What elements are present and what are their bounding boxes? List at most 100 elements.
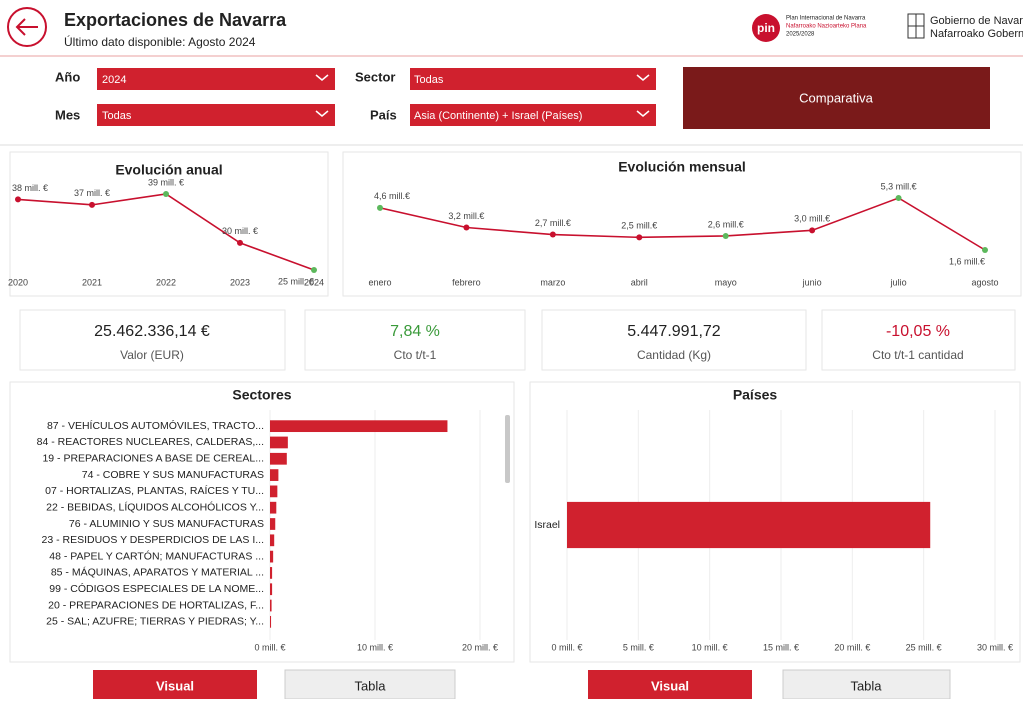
y-tick-label: 99 - CÓDIGOS ESPECIALES DE LA NOME... — [49, 582, 264, 595]
kpi-value: -10,05 % — [886, 323, 950, 340]
tab-label: Visual — [156, 678, 194, 693]
marker — [809, 227, 816, 234]
back-button[interactable] — [7, 7, 47, 47]
filter-label: Sector — [355, 69, 395, 84]
tab-button[interactable] — [782, 669, 951, 700]
chart-title: Sectores — [232, 387, 291, 403]
chart-title: Evolución mensual — [618, 159, 746, 175]
bar — [270, 436, 288, 449]
x-tick-label: febrero — [452, 277, 481, 287]
value-label: 38 mill. € — [12, 183, 48, 193]
marker — [549, 231, 556, 238]
y-tick-label: 22 - BEBIDAS, LÍQUIDOS ALCOHÓLICOS Y... — [46, 500, 264, 513]
bar — [270, 615, 272, 628]
subtitle: Último dato disponible: Agosto 2024 — [64, 34, 256, 49]
y-tick-label: 84 - REACTORES NUCLEARES, CALDERAS,... — [37, 436, 264, 448]
pin-logo — [752, 14, 780, 42]
kpi-label: Cantidad (Kg) — [637, 348, 711, 362]
value-label: 2,7 mill.€ — [535, 218, 571, 228]
x-tick-label: 2024 — [304, 277, 324, 287]
dropdown[interactable] — [410, 68, 656, 90]
y-tick-label: 19 - PREPARACIONES A BASE DE CEREAL... — [42, 453, 264, 465]
value-label: 25 mill. € — [278, 276, 314, 286]
x-tick-label: 0 mill. € — [551, 642, 582, 652]
x-tick-label: 30 mill. € — [977, 642, 1013, 652]
y-tick-label: 23 - RESIDUOS Y DESPERDICIOS DE LAS I... — [41, 534, 264, 546]
kpi-value: 7,84 % — [390, 323, 440, 340]
bar — [270, 583, 273, 596]
gov-line: Gobierno de Navarra — [930, 15, 1023, 27]
chart-title: Evolución anual — [115, 162, 222, 178]
tab-button[interactable] — [588, 670, 752, 699]
chevrons — [315, 74, 650, 117]
bar — [270, 518, 276, 530]
value-label: 2,5 mill.€ — [621, 221, 657, 231]
logo-line: Plan Internacional de Navarra — [786, 16, 866, 22]
y-tick-label: 48 - PAPEL Y CARTÓN; MANUFACTURAS ... — [49, 549, 264, 562]
marker — [895, 195, 902, 201]
kpi-label: Valor (EUR) — [120, 348, 184, 362]
bar — [567, 501, 931, 549]
dropdown[interactable] — [97, 104, 335, 126]
marker — [636, 234, 643, 241]
x-tick-label: 20 mill. € — [834, 642, 870, 652]
value-label: 3,0 mill.€ — [794, 214, 830, 224]
y-tick-label: 76 - ALUMINIO Y SUS MANUFACTURAS — [69, 518, 264, 530]
y-tick-label: 87 - VEHÍCULOS AUTOMÓVILES, TRACTO... — [47, 419, 264, 432]
x-tick-label: 5 mill. € — [623, 642, 654, 652]
dropdown-value: Todas — [102, 110, 132, 122]
tab-label: Tabla — [850, 678, 882, 693]
x-tick-label: 2023 — [230, 277, 250, 287]
marker — [722, 232, 729, 239]
bar — [270, 534, 275, 547]
bar — [270, 485, 278, 498]
x-tick-label: 25 mill. € — [906, 642, 942, 652]
back-arrow — [15, 18, 38, 36]
y-tick-label: Israel — [534, 519, 560, 531]
marker — [982, 247, 988, 253]
dropdown-value: Todas — [414, 74, 444, 86]
compare-button-text: Comparativa — [799, 90, 873, 105]
chart-title: Países — [733, 387, 778, 403]
y-tick-label: 74 - COBRE Y SUS MANUFACTURAS — [82, 469, 264, 481]
title: Exportaciones de Navarra — [64, 10, 287, 30]
marker — [15, 196, 21, 203]
kpi-label: Cto t/t-1 cantidad — [872, 348, 963, 362]
kpi-value: 5.447.991,72 — [627, 323, 721, 340]
dropdown[interactable] — [410, 104, 656, 126]
marker — [311, 267, 317, 273]
value-label: 1,6 mill.€ — [949, 256, 985, 266]
marker — [377, 204, 383, 211]
value-label: 3,2 mill.€ — [448, 211, 484, 221]
compare-button[interactable] — [683, 67, 990, 129]
x-tick-label: 10 mill. € — [357, 642, 393, 652]
bar — [270, 567, 273, 579]
y-tick-label: 20 - PREPARACIONES DE HORTALIZAS, F... — [48, 599, 264, 611]
tab-label: Tabla — [354, 678, 386, 693]
logo-line: 2025/2028 — [786, 32, 815, 38]
x-tick-label: marzo — [540, 277, 565, 287]
dropdown[interactable] — [97, 68, 335, 90]
x-tick-label: mayo — [715, 277, 737, 287]
logo-line: Nafarroako Nazioarteko Plana — [786, 24, 867, 30]
x-tick-label: 2020 — [8, 277, 28, 287]
bar — [270, 420, 448, 433]
tab-button[interactable] — [93, 670, 257, 699]
gov-line: Nafarroako Gobernua — [930, 28, 1023, 40]
value-label: 37 mill. € — [74, 188, 110, 198]
value-label: 4,6 mill.€ — [374, 191, 410, 201]
tab-button[interactable] — [284, 669, 456, 700]
filter-label: País — [370, 107, 397, 122]
bar — [270, 550, 274, 563]
dropdown-value: Asia (Continente) + Israel (Países) — [414, 110, 582, 122]
marker — [237, 239, 243, 246]
x-tick-label: 0 mill. € — [254, 642, 285, 652]
value-label: 30 mill. € — [222, 226, 258, 236]
x-tick-label: 15 mill. € — [763, 642, 799, 652]
filter-label: Año — [55, 69, 80, 84]
pin-logo-text: pin — [757, 21, 775, 35]
bar — [270, 452, 287, 465]
scrollbar[interactable] — [505, 415, 510, 483]
